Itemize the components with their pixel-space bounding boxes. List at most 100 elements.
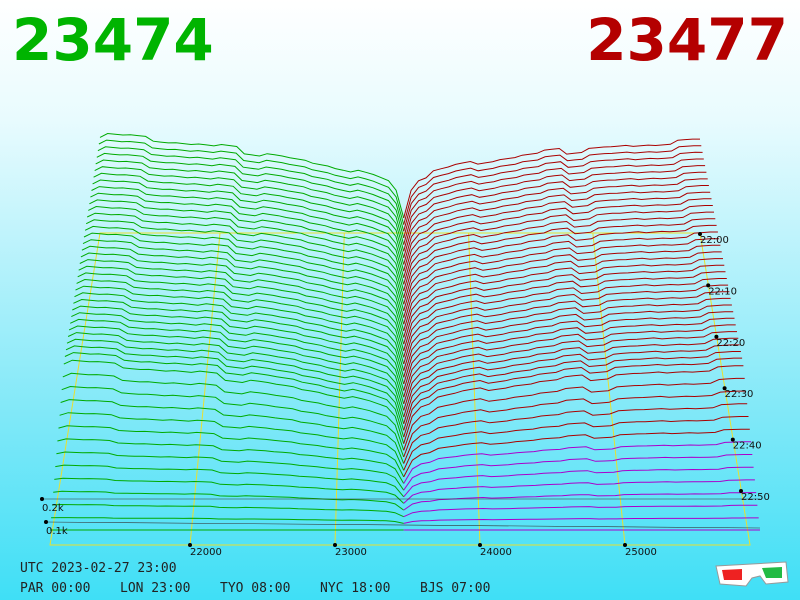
- price-tick-label: 24000: [480, 547, 512, 558]
- tick-dot: [714, 334, 719, 339]
- bid-depth-line: [92, 179, 405, 265]
- ask-depth-line: [403, 278, 727, 358]
- ask-depth-line: [403, 238, 720, 318]
- time-tick-label: 22:20: [716, 338, 745, 349]
- ask-depth-line: [403, 428, 750, 478]
- ask-depth-line: [403, 416, 749, 471]
- ask-depth-line: [403, 151, 703, 232]
- ask-depth-line: [403, 218, 716, 298]
- bid-depth-line: [79, 259, 405, 345]
- price-tick-label: 22000: [190, 547, 222, 558]
- grid-line: [189, 232, 221, 546]
- utc-time: UTC 2023-02-27 23:00: [20, 561, 177, 576]
- tick-dot: [40, 497, 44, 501]
- ask-price: 23477: [586, 6, 788, 74]
- ask-depth-line: [403, 492, 757, 511]
- ask-depth-line: [403, 231, 718, 312]
- time-tick-label: 22:30: [725, 389, 754, 400]
- ask-depth-line: [403, 351, 741, 431]
- ask-depth-line: [403, 271, 726, 351]
- ask-depth-line: [403, 291, 730, 371]
- price-tick-label: 23000: [335, 547, 367, 558]
- ask-depth-line: [403, 403, 748, 464]
- clock-label: BJS 07:00: [420, 581, 490, 596]
- bid-depth-line: [84, 225, 405, 312]
- ask-depth-line: [403, 251, 722, 332]
- ask-depth-line: [403, 284, 729, 365]
- tick-dot: [333, 543, 337, 547]
- ask-depth-line: [403, 191, 711, 272]
- price-tick-label: 25000: [625, 547, 657, 558]
- bid-depth-line: [72, 305, 405, 391]
- bid-depth-line: [83, 232, 405, 318]
- bid-depth-line: [55, 464, 405, 498]
- ask-depth-line: [403, 304, 732, 385]
- bid-depth-line: [63, 359, 405, 444]
- ask-depth-line: [403, 185, 709, 265]
- bid-depth-line: [85, 219, 405, 305]
- ask-depth-line: [403, 145, 702, 225]
- ask-depth-line: [403, 311, 734, 391]
- bid-depth-line: [97, 146, 405, 232]
- bid-depth-line: [51, 517, 404, 524]
- bid-depth-line: [90, 192, 405, 278]
- bid-depth-line: [56, 451, 405, 491]
- grid-line: [334, 232, 345, 546]
- bid-depth-line: [98, 139, 405, 225]
- bid-depth-line: [95, 159, 405, 245]
- tick-dot: [698, 232, 702, 236]
- bid-depth-line: [61, 385, 405, 458]
- ask-depth-line: [403, 344, 740, 424]
- tick-dot: [730, 437, 735, 442]
- ask-depth-line: [403, 178, 708, 258]
- bid-depth-line: [80, 252, 405, 338]
- bid-depth-line: [67, 332, 405, 418]
- bid-price: 23474: [12, 6, 214, 74]
- bid-depth-line: [54, 477, 405, 504]
- bid-depth-line: [82, 239, 405, 325]
- bid-depth-line: [76, 278, 405, 365]
- bid-depth-line: [73, 298, 405, 385]
- bid-depth-line: [89, 199, 405, 285]
- tick-dot: [44, 520, 48, 524]
- ask-depth-line: [403, 377, 745, 451]
- clock-label: NYC 18:00: [320, 581, 390, 596]
- ask-depth-line: [403, 331, 737, 411]
- ask-depth-line: [403, 297, 731, 378]
- tick-dot: [623, 543, 627, 547]
- bid-depth-line: [69, 318, 405, 405]
- bid-depth-line: [62, 372, 405, 451]
- ask-depth-line: [403, 317, 735, 398]
- volume-tick-label: 0.2k: [42, 503, 64, 514]
- ask-depth-line: [403, 224, 717, 305]
- bid-depth-line: [68, 325, 405, 411]
- tick-dot: [478, 543, 482, 547]
- bid-depth-line: [66, 338, 405, 424]
- ask-depth-line: [403, 365, 744, 444]
- bid-depth-line: [75, 285, 405, 371]
- ask-depth-line: [403, 466, 754, 498]
- bid-depth-line: [93, 172, 405, 258]
- bid-depth-line: [60, 399, 405, 464]
- bid-depth-line: [53, 490, 404, 511]
- ask-depth-line: [403, 171, 707, 252]
- bid-depth-line: [99, 132, 405, 219]
- tick-dot: [739, 489, 743, 493]
- tick-dot: [188, 543, 192, 547]
- ask-depth-line: [403, 324, 736, 405]
- depth-plot: 22000 23000 24000 25000 22:00 22:10 22:20 22:30…: [40, 132, 770, 558]
- ask-depth-line: [403, 198, 712, 278]
- time-tick-label: 22:40: [733, 441, 762, 452]
- ask-depth-line: [403, 211, 714, 292]
- bid-depth-line: [77, 272, 405, 358]
- volume-line: [45, 521, 761, 529]
- bid-depth-line: [78, 265, 405, 351]
- ask-depth-line: [403, 138, 700, 219]
- time-tick-label: 22:50: [741, 492, 770, 503]
- ask-depth-line: [403, 337, 739, 418]
- bid-depth-line: [96, 152, 405, 239]
- tick-dot: [722, 386, 727, 391]
- volume-tick-label: 0.1k: [46, 526, 68, 537]
- bid-depth-line: [74, 292, 405, 378]
- ask-depth-line: [403, 454, 753, 491]
